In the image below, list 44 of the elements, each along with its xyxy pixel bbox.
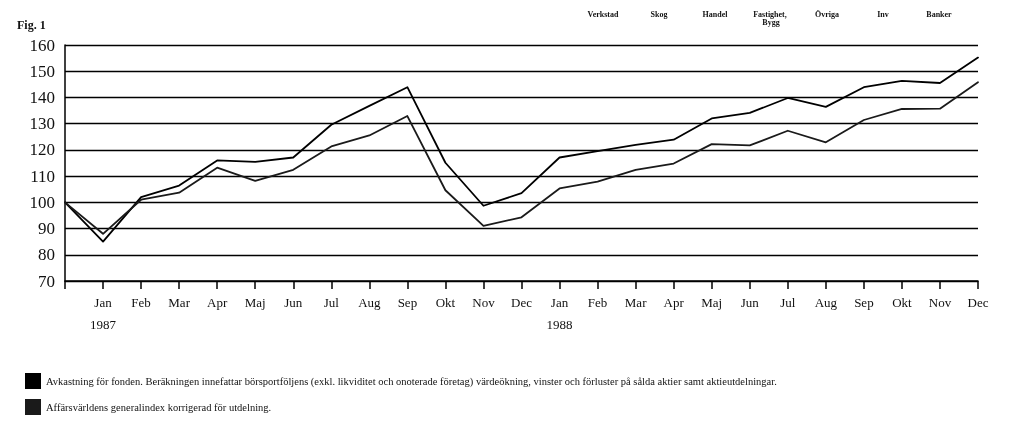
x-tick-label: Dec [967, 294, 989, 310]
x-tick-label: Maj [244, 294, 266, 310]
x-tick-label: Okt [435, 294, 456, 310]
text: Övriga [815, 9, 839, 19]
x-tick-label: Sep [854, 294, 874, 310]
x-tick-label: Apr [207, 294, 228, 310]
x-tick-label: Okt [892, 294, 913, 310]
y-tick-label: 140 [29, 87, 55, 107]
text: Handel [702, 9, 729, 19]
y-tick-label: 150 [29, 61, 55, 81]
y-tick-label: 80 [38, 245, 55, 265]
chart-title: Fig. 1 [17, 18, 46, 32]
x-tick-label: Sep [397, 294, 418, 310]
x-tick-label: Jul [780, 294, 796, 310]
y-tick-label: 110 [30, 166, 55, 186]
x-tick-label: Mar [168, 294, 191, 310]
legend-label: Avkastning för fonden. Beräkningen innefattar börsportföljens (exkl. likviditet och onoterade företag) värdeökning, vinster och förluster på sålda aktier samt aktieutdelningar. [46, 375, 777, 388]
x-tick-label: Jan 1987 [90, 294, 117, 332]
x-tick-label: Jun [740, 294, 760, 310]
x-tick-label: Apr [663, 294, 685, 310]
text: Verkstad [587, 9, 619, 19]
x-tick-label: Feb [131, 294, 151, 310]
legend-label: Affärsvärldens generalindex korrigerad för utdelning. [46, 401, 272, 413]
y-tick-label: 160 [29, 35, 55, 55]
text: Fastighet, Bygg [753, 9, 789, 27]
x-tick-label: Aug [358, 294, 382, 310]
x-tick-label: Nov [928, 294, 952, 310]
x-tick-label: Nov [472, 294, 496, 310]
text: Skog [650, 9, 668, 19]
y-tick-label: 100 [29, 192, 55, 212]
y-tick-label: 130 [29, 114, 55, 134]
x-tick-label: Maj [701, 294, 723, 310]
x-tick-label: Jan 1988 [546, 294, 573, 332]
x-tick-label: Aug [814, 294, 838, 310]
x-tick-label: Jun [284, 294, 303, 310]
x-tick-label: Dec [511, 294, 533, 310]
x-tick-label: Feb [587, 294, 608, 310]
y-tick-label: 120 [29, 140, 55, 160]
x-tick-label: Mar [624, 294, 648, 310]
text: Banker [926, 9, 953, 19]
x-tick-label: Jul [323, 294, 340, 310]
text: Inv [877, 9, 889, 19]
y-tick-label: 90 [38, 219, 55, 239]
y-tick-label: 70 [38, 271, 55, 291]
